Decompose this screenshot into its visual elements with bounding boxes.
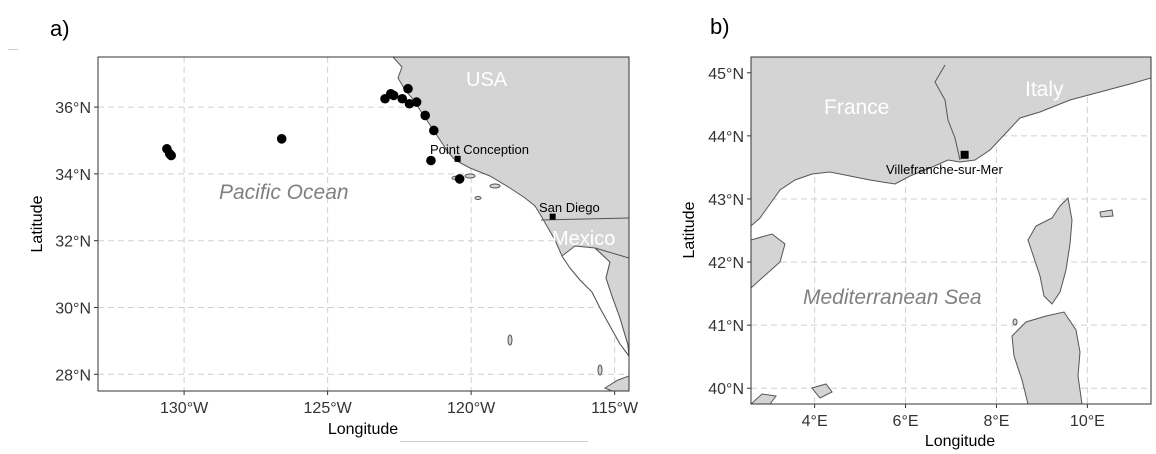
- sampling-point: [420, 110, 431, 121]
- panel-b-stations: [960, 150, 969, 159]
- france-italy-land: [751, 57, 1151, 227]
- sampling-point: [388, 90, 399, 101]
- island: [489, 183, 501, 189]
- label-france: France: [824, 96, 889, 119]
- panel-a-frame: [97, 56, 630, 392]
- sampling-point: [411, 97, 422, 107]
- sardinia: [1011, 311, 1083, 404]
- sampling-point: [397, 93, 408, 104]
- panel-b-ticks: 4°E 6°E 8°E 10°E 40°N 41°N 42°N 43°N 44°N 45°N: [708, 66, 1105, 430]
- x-tick-label: 125°W: [304, 400, 353, 417]
- station-marker: [960, 150, 969, 159]
- balearic-island: [811, 383, 833, 399]
- x-tick-label: 130°W: [160, 400, 209, 417]
- sampling-point: [454, 174, 465, 184]
- corsica: [1027, 196, 1073, 305]
- y-tick-label: 43°N: [708, 192, 744, 209]
- island: [474, 196, 482, 200]
- y-tick-label: 42°N: [708, 255, 744, 272]
- panel-a-letter: a): [50, 16, 70, 41]
- balearic-island: [751, 393, 777, 404]
- label-italy: Italy: [1025, 78, 1064, 101]
- spain-coast: [751, 233, 786, 289]
- panel-a-sampling-points: [162, 83, 465, 184]
- x-tick-label: 4°E: [802, 413, 828, 430]
- y-tick-label: 41°N: [708, 318, 744, 335]
- panel-b-letter: b): [710, 14, 730, 39]
- panel-a-xlabel: Longitude: [328, 421, 398, 438]
- mexico-mainland: [594, 247, 629, 357]
- station-marker: [549, 213, 556, 220]
- x-tick-label: 10°E: [1070, 413, 1105, 430]
- y-tick-label: 32°N: [55, 234, 91, 251]
- elba-island: [1099, 209, 1114, 218]
- x-tick-label: 6°E: [893, 413, 919, 430]
- sampling-point: [429, 125, 439, 136]
- panel-b-frame: [750, 56, 1152, 405]
- panel-a-stations: [454, 155, 556, 220]
- y-tick-label: 34°N: [55, 167, 91, 184]
- label-pacific-ocean: Pacific Ocean: [219, 181, 349, 204]
- panel-b-ylabel: Latitude: [681, 201, 698, 258]
- y-tick-label: 44°N: [708, 129, 744, 146]
- island: [507, 334, 513, 346]
- panel-a-ticks: 130°W 125°W 120°W 115°W 28°N 30°N 32°N 34°N 36°N: [55, 100, 639, 417]
- station-marker: [454, 155, 461, 162]
- island: [597, 364, 603, 376]
- top-left-tick: [8, 49, 18, 50]
- island: [464, 173, 476, 179]
- y-tick-label: 28°N: [55, 367, 91, 384]
- panel-a-ylabel: Latitude: [29, 195, 46, 252]
- x-tick-label: 8°E: [983, 413, 1009, 430]
- y-tick-label: 30°N: [55, 301, 91, 318]
- island: [603, 375, 629, 391]
- panel-b-xlabel: Longitude: [925, 433, 995, 450]
- label-mediterranean-sea: Mediterranean Sea: [803, 286, 982, 309]
- sampling-point: [403, 83, 413, 94]
- label-mexico: Mexico: [552, 228, 615, 250]
- label-usa: USA: [466, 69, 508, 91]
- island: [1012, 318, 1018, 326]
- y-tick-label: 40°N: [708, 381, 744, 398]
- label-point-conception: Point Conception: [430, 142, 529, 157]
- sampling-point: [426, 155, 436, 166]
- y-tick-label: 45°N: [708, 66, 744, 83]
- label-villefranche: Villefranche-sur-Mer: [886, 162, 1003, 177]
- y-tick-label: 36°N: [55, 100, 91, 117]
- sampling-point: [276, 134, 287, 144]
- bottom-separator-line: [400, 441, 588, 442]
- us-mexico-border: [540, 217, 629, 221]
- label-san-diego: San Diego: [539, 200, 600, 215]
- x-tick-label: 120°W: [447, 400, 496, 417]
- sampling-point: [166, 150, 176, 161]
- sampling-point: [404, 98, 415, 109]
- x-tick-label: 115°W: [591, 400, 639, 417]
- france-italy-border: [934, 64, 961, 161]
